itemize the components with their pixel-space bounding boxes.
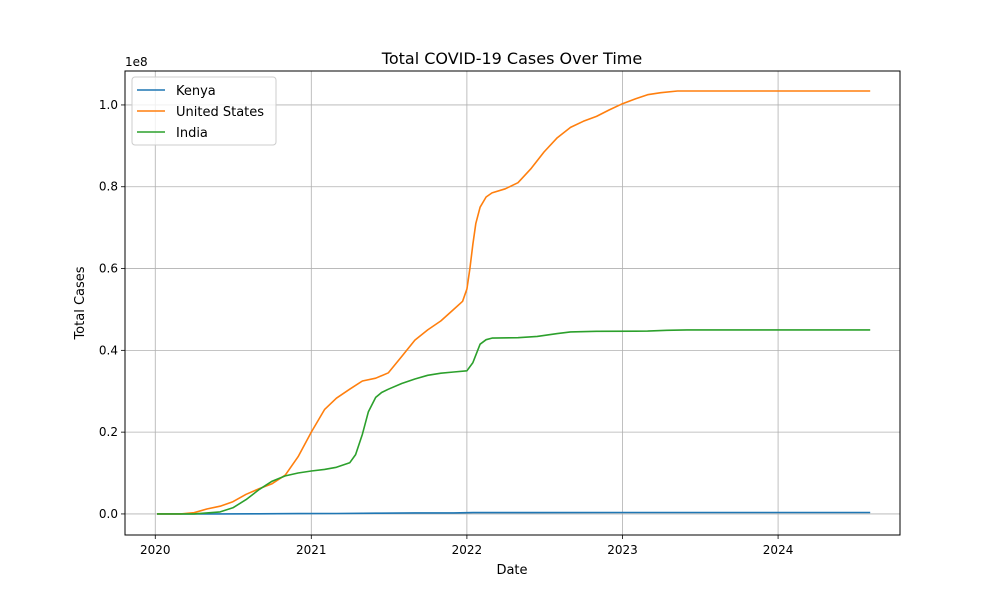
plot-frame: [124, 70, 901, 536]
grid-layer: [125, 71, 900, 535]
y-tick-label: 0.0: [99, 507, 118, 521]
x-tick-label: 2021: [296, 543, 327, 557]
x-tick-label: 2023: [607, 543, 638, 557]
series-line-india: [157, 329, 871, 515]
x-tick-label: 2024: [763, 543, 794, 557]
x-tick-label: 2022: [452, 543, 483, 557]
y-tick-label: 0.6: [99, 262, 118, 276]
y-tick-label: 0.8: [99, 180, 118, 194]
series-layer: [157, 90, 871, 515]
y-axis-label: Total Cases: [73, 266, 88, 340]
series-line-kenya: [157, 511, 871, 515]
tick-layer: 2020 2021 2022 2023 2024 0.0 0.2 0.4 0.6 0.8 1.0: [99, 98, 793, 557]
y-tick-label: 0.4: [99, 343, 118, 357]
legend: Kenya United States India: [131, 76, 277, 146]
legend-box: [131, 76, 277, 146]
x-axis-label: Date: [496, 563, 527, 578]
legend-label-kenya: Kenya: [176, 84, 216, 99]
y-tick-label: 1.0: [99, 98, 118, 112]
legend-label-united-states: United States: [176, 105, 264, 120]
y-tick-label: 0.2: [99, 425, 118, 439]
chart-title: Total COVID-19 Cases Over Time: [381, 49, 642, 68]
legend-label-india: India: [176, 126, 208, 141]
y-offset-label: 1e8: [125, 55, 148, 69]
x-tick-label: 2020: [140, 543, 171, 557]
